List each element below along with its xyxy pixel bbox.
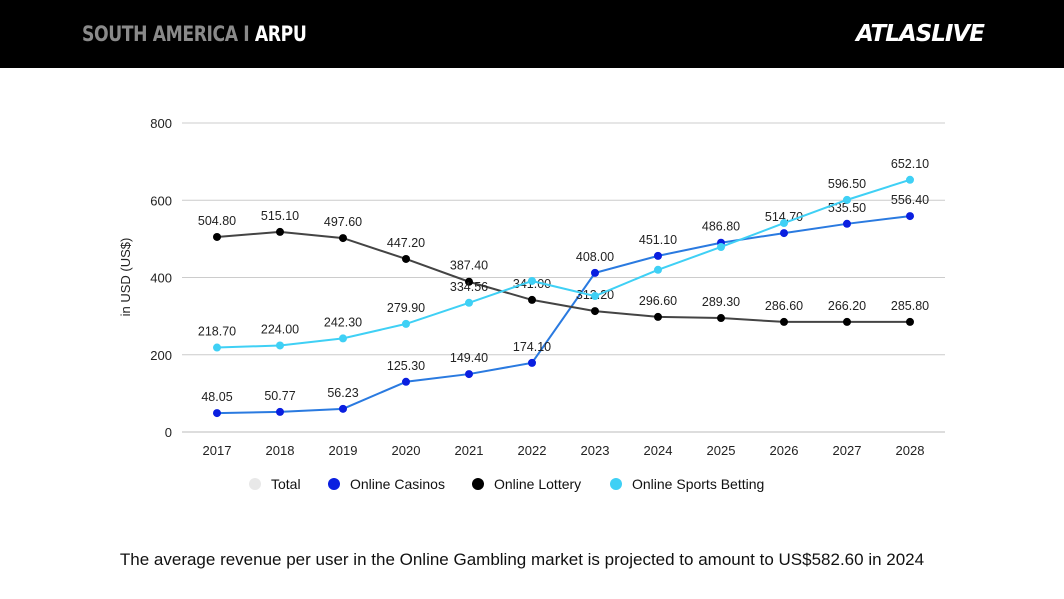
y-axis-label: in USD (US$) xyxy=(118,238,133,317)
page-title: SOUTH AMERICA I ARPU xyxy=(82,22,307,46)
x-tick-label: 2022 xyxy=(518,443,547,458)
online-casinos-point xyxy=(591,268,599,277)
online-sports-betting-data-label: 242.30 xyxy=(324,315,362,329)
online-sports-betting-point xyxy=(780,219,788,228)
online-casinos-data-label: 125.30 xyxy=(387,359,425,373)
online-sports-betting-point xyxy=(402,319,410,328)
x-tick-label: 2025 xyxy=(707,443,736,458)
y-tick-label: 800 xyxy=(150,116,172,131)
online-sports-betting-data-label: 279.90 xyxy=(387,301,425,315)
legend-online-casinos: Online Casinos xyxy=(350,476,445,492)
legend-online-sports-betting: Online Sports Betting xyxy=(632,476,764,492)
y-tick-label: 400 xyxy=(150,271,172,286)
x-tick-label: 2019 xyxy=(329,443,358,458)
online-lottery-point xyxy=(717,314,725,323)
online-lottery-point xyxy=(465,277,473,286)
x-tick-label: 2026 xyxy=(770,443,799,458)
online-lottery-point xyxy=(843,317,851,326)
online-lottery-point xyxy=(591,307,599,316)
online-sports-betting-point xyxy=(528,276,536,285)
online-sports-betting-point xyxy=(843,195,851,204)
online-sports-betting-point xyxy=(465,298,473,307)
online-casinos-data-label: 514.70 xyxy=(765,210,803,224)
online-lottery-data-label: 285.80 xyxy=(891,299,929,313)
online-casinos-data-label: 451.10 xyxy=(639,233,677,247)
header-bar: SOUTH AMERICA I ARPU ATLASLIVE xyxy=(0,0,1064,68)
x-tick-label: 2027 xyxy=(833,443,862,458)
online-sports-betting-point xyxy=(654,265,662,274)
online-lottery-data-label: 266.20 xyxy=(828,299,866,313)
online-lottery-point xyxy=(402,254,410,263)
online-casinos-data-label: 408.00 xyxy=(576,250,614,264)
online-lottery-data-label: 504.80 xyxy=(198,214,236,228)
online-lottery-data-label: 515.10 xyxy=(261,209,299,223)
caption: The average revenue per user in the Onli… xyxy=(119,550,925,569)
online-lottery-point xyxy=(276,227,284,236)
online-sports-betting-point xyxy=(591,292,599,301)
x-tick-label: 2023 xyxy=(581,443,610,458)
online-sports-betting-point xyxy=(213,343,221,352)
online-casinos-point xyxy=(906,212,914,221)
x-tick-label: 2024 xyxy=(644,443,673,458)
y-tick-label: 0 xyxy=(165,425,172,440)
legend-online-casinos-marker xyxy=(328,478,340,490)
online-lottery-data-label: 447.20 xyxy=(387,236,425,250)
online-sports-betting-data-label: 334.56 xyxy=(450,280,488,294)
online-casinos-point xyxy=(654,251,662,260)
online-casinos-data-label: 174.10 xyxy=(513,340,551,354)
y-tick-label: 600 xyxy=(150,193,172,208)
online-casinos-data-label: 56.23 xyxy=(327,386,358,400)
online-sports-betting-data-label: 218.70 xyxy=(198,325,236,339)
online-casinos-point xyxy=(213,409,221,418)
online-casinos-point xyxy=(339,404,347,413)
online-lottery-point xyxy=(780,317,788,326)
x-tick-label: 2018 xyxy=(266,443,295,458)
online-sports-betting-point xyxy=(276,341,284,350)
online-sports-betting-point xyxy=(717,242,725,251)
online-lottery-point xyxy=(213,232,221,241)
online-casinos-data-label: 556.40 xyxy=(891,193,929,207)
online-sports-betting-data-label: 224.00 xyxy=(261,322,299,336)
online-casinos-point xyxy=(402,377,410,386)
online-casinos-point xyxy=(780,229,788,238)
online-casinos-data-label: 149.40 xyxy=(450,351,488,365)
x-tick-label: 2020 xyxy=(392,443,421,458)
online-casinos-data-label: 486.80 xyxy=(702,220,740,234)
online-lottery-point xyxy=(528,295,536,304)
legend-online-sports-betting-marker xyxy=(610,478,622,490)
online-sports-betting-point xyxy=(906,175,914,184)
x-tick-label: 2028 xyxy=(896,443,925,458)
online-casinos-point xyxy=(843,219,851,228)
online-lottery-line xyxy=(216,230,910,323)
online-sports-betting-data-label: 596.50 xyxy=(828,177,866,191)
y-tick-label: 200 xyxy=(150,348,172,363)
legend-online-lottery-marker xyxy=(472,478,484,490)
legend-total: Total xyxy=(271,476,301,492)
online-lottery-data-label: 497.60 xyxy=(324,215,362,229)
online-lottery-data-label: 286.60 xyxy=(765,299,803,313)
online-lottery-data-label: 387.40 xyxy=(450,259,488,273)
online-sports-betting-line xyxy=(216,178,911,349)
legend-total-marker xyxy=(249,478,261,490)
online-sports-betting-point xyxy=(339,334,347,343)
online-casinos-line xyxy=(216,215,911,415)
x-tick-label: 2017 xyxy=(203,443,232,458)
online-casinos-point xyxy=(528,358,536,367)
online-lottery-data-label: 296.60 xyxy=(639,294,677,308)
online-lottery-data-label: 289.30 xyxy=(702,295,740,309)
online-casinos-data-label: 50.77 xyxy=(264,389,295,403)
online-lottery-point xyxy=(654,312,662,321)
online-casinos-point xyxy=(465,370,473,379)
online-sports-betting-data-label: 652.10 xyxy=(891,157,929,171)
online-casinos-point xyxy=(276,407,284,416)
brand-logo: ATLASLIVE xyxy=(855,21,985,47)
online-lottery-point xyxy=(906,317,914,326)
x-tick-label: 2021 xyxy=(455,443,484,458)
legend-online-lottery: Online Lottery xyxy=(494,476,581,492)
online-casinos-data-label: 48.05 xyxy=(201,390,232,404)
online-lottery-point xyxy=(339,234,347,243)
